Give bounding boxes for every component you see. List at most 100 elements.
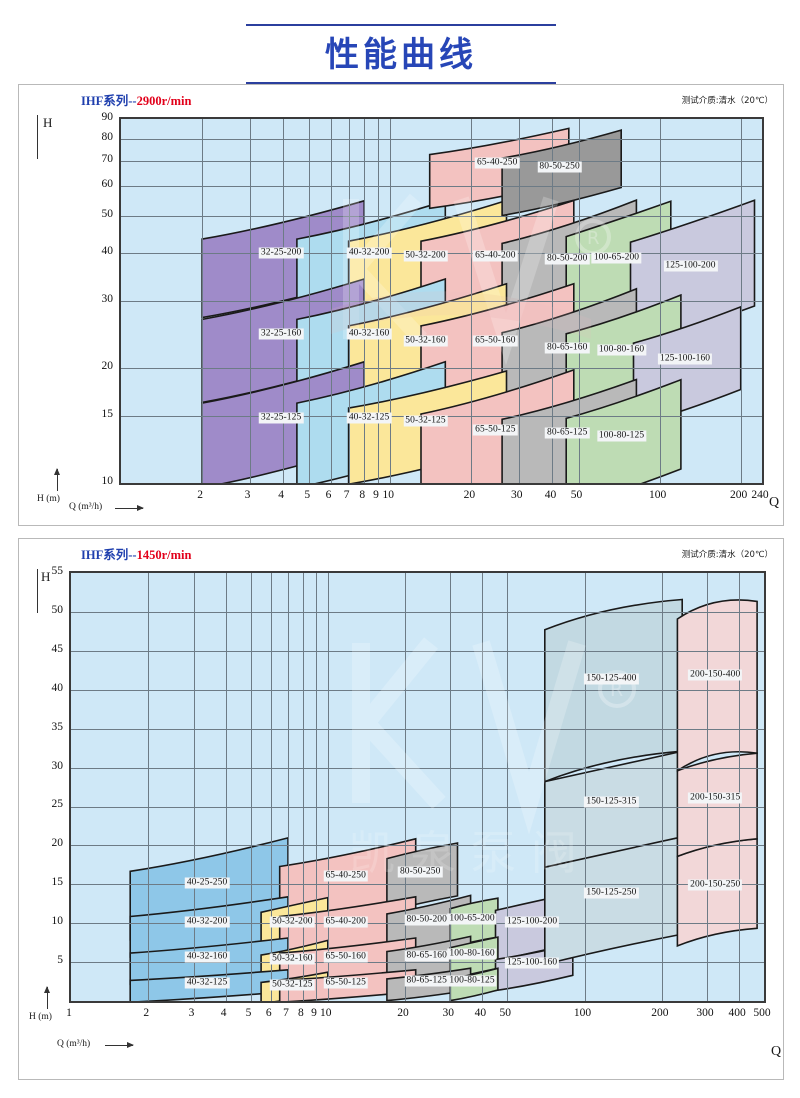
- pump-zone-label: 100-80-160: [447, 948, 497, 960]
- x-tick-label: 40: [544, 489, 557, 501]
- x-tick-label: 20: [397, 1007, 409, 1019]
- gridline-vertical: [193, 573, 195, 1001]
- gridline-vertical: [316, 573, 317, 1001]
- y-tick-label: 30: [51, 759, 64, 772]
- pump-zone-label: 50-32-160: [270, 953, 315, 965]
- x-tick-label: 40: [474, 1007, 487, 1019]
- x-tick-label: 4: [220, 1007, 227, 1019]
- chart1-h-axis-bar: [37, 115, 38, 159]
- gridline-horizontal: [71, 689, 764, 691]
- pump-zone-label: 125-100-200: [663, 260, 718, 272]
- pump-zone-label: 200-150-250: [688, 879, 743, 891]
- pump-zone: [676, 837, 758, 948]
- pump-zone-label: 80-65-160: [404, 950, 450, 962]
- x-tick-label: 5: [245, 1007, 252, 1019]
- y-tick-label: 90: [101, 111, 114, 123]
- title-rule-bottom: [246, 82, 556, 84]
- y-tick-label: 40: [101, 245, 114, 258]
- gridline-vertical: [405, 573, 407, 1001]
- gridline-horizontal: [121, 216, 762, 218]
- pump-zone-label: 80-65-125: [404, 975, 450, 987]
- pump-zone-label: 65-40-250: [474, 157, 520, 169]
- chart2-title: IHF系列--1450r/min: [81, 544, 191, 563]
- gridline-horizontal: [121, 186, 762, 188]
- gridline-vertical: [302, 573, 304, 1001]
- gridline-vertical: [225, 573, 227, 1001]
- y-tick-label: 70: [101, 152, 114, 165]
- chart1-series-label: IHF系列--: [81, 94, 137, 108]
- x-tick-label: 2: [143, 1007, 150, 1019]
- title-rule-top: [246, 24, 556, 26]
- x-tick-label: 4: [278, 489, 284, 501]
- x-tick-label: 6: [325, 489, 332, 501]
- pump-zone-label: 65-40-200: [473, 250, 518, 262]
- gridline-vertical: [270, 573, 272, 1001]
- pump-zone-label: 50-32-160: [403, 335, 448, 347]
- gridline-vertical: [584, 573, 586, 1001]
- pump-zone-label: 40-32-160: [184, 951, 230, 963]
- chart1-plot-area: R: [119, 117, 764, 485]
- gridline-horizontal: [121, 301, 762, 302]
- x-tick-label: 9: [311, 1007, 317, 1019]
- pump-zone-label: 40-32-200: [184, 916, 230, 928]
- x-tick-label: 200: [730, 489, 748, 501]
- y-tick-label: 45: [51, 642, 64, 655]
- gridline-horizontal: [121, 368, 762, 370]
- pump-zone-label: 40-32-125: [346, 412, 392, 424]
- pump-zone-label: 50-32-125: [270, 979, 315, 991]
- chart1-q-unit: Q (m³/h): [69, 502, 103, 512]
- chart1-q-arrow: [115, 504, 144, 511]
- x-tick-label: 20: [463, 489, 476, 501]
- pump-zone-label: 80-50-250: [537, 161, 582, 173]
- pump-zone-label: 65-50-160: [323, 951, 368, 963]
- x-tick-label: 50: [570, 489, 583, 501]
- chart2-h-axis-bar: [37, 569, 38, 613]
- chart1-h-arrow: [54, 468, 60, 491]
- x-tick-label: 10: [382, 489, 395, 501]
- x-tick-label: 240: [751, 489, 769, 501]
- y-tick-label: 5: [57, 954, 63, 967]
- chart2-h-arrow: [44, 986, 50, 1009]
- chart1-h-symbol: H: [43, 115, 53, 130]
- x-tick-label: 50: [499, 1007, 511, 1019]
- pump-zone-label: 150-125-400: [584, 673, 639, 685]
- y-tick-label: 15: [51, 876, 64, 889]
- pump-zone-label: 40-32-200: [346, 247, 392, 258]
- x-tick-label: 1: [66, 1007, 72, 1019]
- y-tick-label: 80: [101, 130, 114, 143]
- pump-zone-label: 65-50-160: [473, 335, 518, 347]
- gridline-horizontal: [121, 160, 762, 162]
- chart1-title: IHF系列--2900r/min: [81, 90, 191, 109]
- gridline-horizontal: [121, 138, 762, 140]
- pump-zone-label: 80-50-200: [404, 914, 450, 926]
- x-tick-label: 2: [197, 489, 203, 501]
- gridline-horizontal: [71, 728, 764, 730]
- y-tick-label: 10: [101, 475, 114, 487]
- chart-panel-2900: IHF系列--2900r/min 测试介质:清水（20℃） R: [18, 84, 784, 526]
- x-tick-label: 6: [265, 1007, 272, 1019]
- pump-zone-label: 32-25-160: [258, 328, 304, 340]
- gridline-horizontal: [71, 884, 764, 886]
- gridline-vertical: [148, 573, 150, 1001]
- pump-zone-label: 100-80-160: [596, 344, 647, 356]
- y-tick-label: 10: [51, 915, 64, 928]
- gridline-vertical: [482, 573, 484, 1001]
- gridline-vertical: [707, 573, 708, 1001]
- gridline-horizontal: [71, 806, 764, 808]
- chart2-plot-area: R 凯 泉 泵 阀: [69, 571, 766, 1003]
- x-tick-label: 100: [573, 1007, 592, 1019]
- gridline-vertical: [739, 573, 741, 1001]
- pump-zone-label: 100-65-200: [447, 913, 497, 925]
- x-tick-label: 200: [651, 1007, 669, 1019]
- pump-zone-label: 50-32-125: [403, 415, 448, 427]
- gridline-horizontal: [71, 845, 764, 847]
- gridline-horizontal: [71, 611, 764, 613]
- y-tick-label: 50: [101, 208, 114, 221]
- chart2-h-symbol: H: [41, 569, 51, 584]
- pump-zone-label: 100-80-125: [447, 975, 497, 987]
- pump-zone-label: 125-100-160: [505, 957, 560, 969]
- x-tick-label: 8: [359, 489, 366, 501]
- pump-zone-label: 50-32-200: [270, 916, 315, 928]
- pump-zone: [676, 599, 758, 773]
